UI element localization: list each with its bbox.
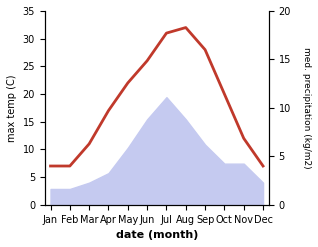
- Y-axis label: med. precipitation (kg/m2): med. precipitation (kg/m2): [302, 47, 311, 169]
- X-axis label: date (month): date (month): [116, 230, 198, 240]
- Y-axis label: max temp (C): max temp (C): [7, 74, 17, 142]
